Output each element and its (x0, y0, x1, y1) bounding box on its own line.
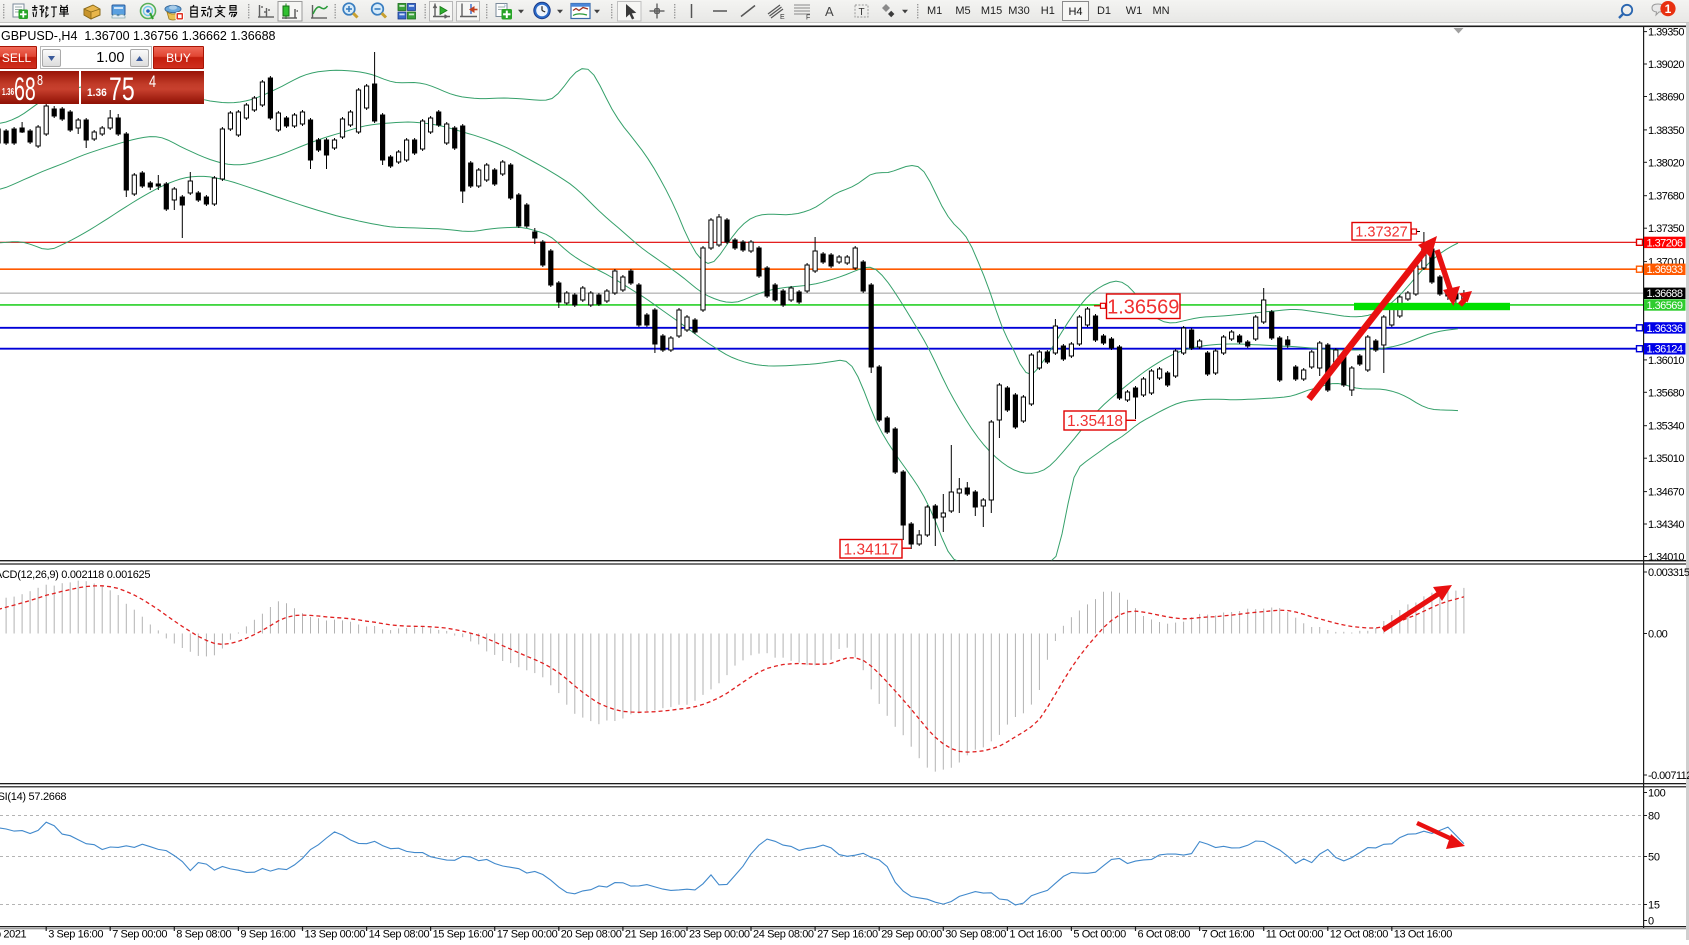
svg-text:1.34340: 1.34340 (1648, 519, 1684, 531)
svg-text:12 Oct 08:00: 12 Oct 08:00 (1330, 929, 1388, 941)
svg-text:24 Sep 08:00: 24 Sep 08:00 (753, 929, 814, 941)
svg-text:13 Oct 16:00: 13 Oct 16:00 (1394, 929, 1452, 941)
svg-text:5 Oct 00:00: 5 Oct 00:00 (1073, 929, 1126, 941)
svg-text:0.003315: 0.003315 (1648, 567, 1689, 579)
svg-text:MACD(12,26,9) 0.002118 0.00162: MACD(12,26,9) 0.002118 0.001625 (0, 569, 150, 581)
svg-text:T: T (859, 7, 865, 18)
svg-text:1.37327: 1.37327 (1355, 224, 1407, 240)
svg-text:0: 0 (1648, 916, 1654, 928)
svg-text:6 Oct 08:00: 6 Oct 08:00 (1138, 929, 1191, 941)
svg-text:27 Sep 16:00: 27 Sep 16:00 (817, 929, 878, 941)
svg-text:1 Oct 16:00: 1 Oct 16:00 (1009, 929, 1062, 941)
svg-text:1.36569: 1.36569 (1647, 300, 1683, 312)
svg-text:1.39350: 1.39350 (1648, 27, 1684, 39)
svg-text:1.36688: 1.36688 (1647, 288, 1683, 300)
svg-text:1.35010: 1.35010 (1648, 453, 1684, 465)
svg-text:11 Oct 00:00: 11 Oct 00:00 (1266, 929, 1324, 941)
svg-text:15: 15 (1648, 900, 1660, 912)
svg-text:-0.007112: -0.007112 (1648, 770, 1689, 782)
svg-text:1.35340: 1.35340 (1648, 421, 1684, 433)
svg-text:13 Sep 00:00: 13 Sep 00:00 (305, 929, 366, 941)
svg-text:1.35680: 1.35680 (1648, 387, 1684, 399)
svg-text:0.00: 0.00 (1648, 629, 1668, 641)
svg-text:1.37206: 1.37206 (1647, 237, 1683, 249)
svg-text:1.34117: 1.34117 (844, 541, 899, 558)
svg-text:7 Oct 16:00: 7 Oct 16:00 (1202, 929, 1255, 941)
svg-text:1.37680: 1.37680 (1648, 191, 1684, 203)
svg-text:50: 50 (1648, 852, 1660, 864)
svg-text:E: E (780, 14, 785, 21)
svg-text:15 Sep 16:00: 15 Sep 16:00 (433, 929, 494, 941)
svg-text:80: 80 (1648, 811, 1660, 823)
svg-text:9 Sep 16:00: 9 Sep 16:00 (240, 929, 295, 941)
svg-text:100: 100 (1648, 788, 1666, 800)
svg-text:1.39020: 1.39020 (1648, 59, 1684, 71)
svg-text:1.38020: 1.38020 (1648, 157, 1684, 169)
svg-text:RSI(14) 57.2668: RSI(14) 57.2668 (0, 791, 66, 803)
svg-text:F: F (806, 15, 810, 22)
svg-text:1.35418: 1.35418 (1067, 413, 1123, 430)
svg-text:1.36336: 1.36336 (1647, 323, 1683, 335)
svg-text:2 Sep 2021: 2 Sep 2021 (0, 929, 27, 941)
svg-text:23 Sep 00:00: 23 Sep 00:00 (689, 929, 750, 941)
svg-text:3 Sep 16:00: 3 Sep 16:00 (48, 929, 103, 941)
svg-text:1.38350: 1.38350 (1648, 125, 1684, 137)
svg-text:30 Sep 08:00: 30 Sep 08:00 (945, 929, 1006, 941)
svg-text:A: A (825, 4, 834, 19)
svg-text:14 Sep 08:00: 14 Sep 08:00 (369, 929, 430, 941)
svg-text:1.34010: 1.34010 (1648, 552, 1684, 564)
svg-text:20 Sep 08:00: 20 Sep 08:00 (561, 929, 622, 941)
svg-text:1.36569: 1.36569 (1107, 296, 1179, 318)
svg-text:8 Sep 08:00: 8 Sep 08:00 (176, 929, 231, 941)
svg-text:1.36010: 1.36010 (1648, 355, 1684, 367)
svg-text:1.36124: 1.36124 (1647, 344, 1683, 356)
svg-text:7 Sep 00:00: 7 Sep 00:00 (112, 929, 167, 941)
svg-text:1.36933: 1.36933 (1647, 264, 1683, 276)
svg-text:1.37350: 1.37350 (1648, 223, 1684, 235)
svg-text:1.38690: 1.38690 (1648, 92, 1684, 104)
svg-text:21 Sep 16:00: 21 Sep 16:00 (625, 929, 686, 941)
svg-text:17 Sep 00:00: 17 Sep 00:00 (497, 929, 558, 941)
svg-text:1.34670: 1.34670 (1648, 487, 1684, 499)
svg-text:1: 1 (1665, 2, 1672, 16)
svg-text:29 Sep 00:00: 29 Sep 00:00 (881, 929, 942, 941)
